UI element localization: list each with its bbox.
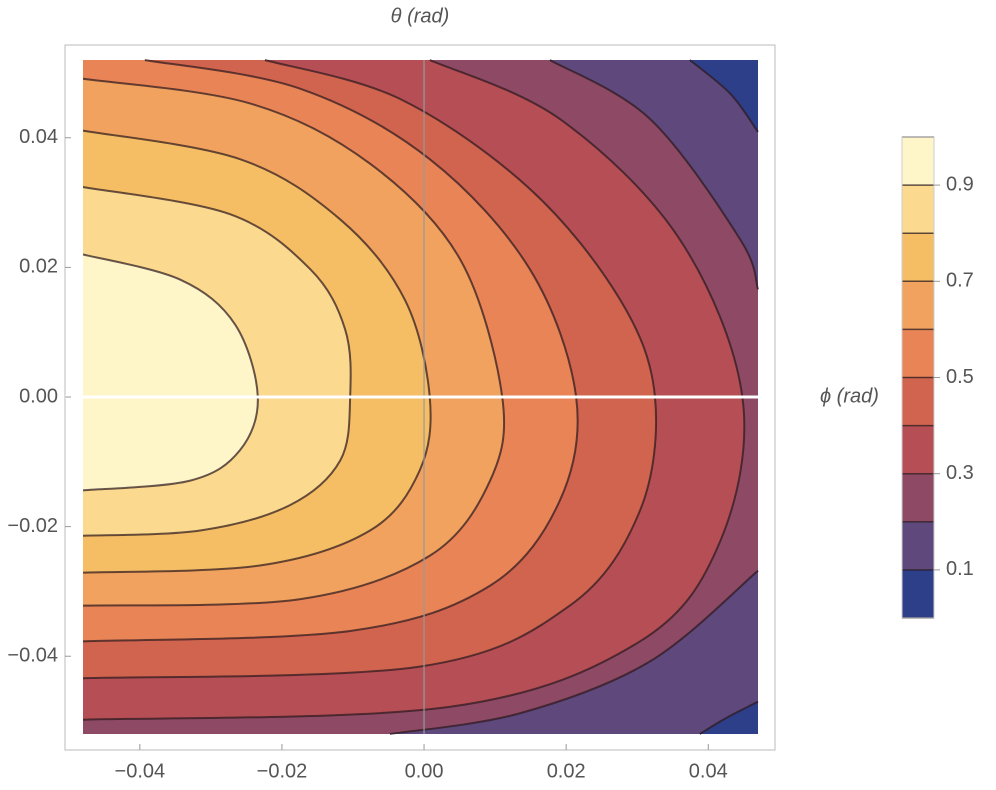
colorbar-tick-label: 0.9: [946, 173, 974, 195]
y-axis-label: θ (rad): [391, 5, 450, 27]
y-tick-label: 0.00: [19, 385, 58, 407]
colorbar-band: [902, 569, 934, 618]
colorbar-band: [902, 473, 934, 522]
colorbar-tick-label: 0.1: [946, 558, 974, 580]
colorbar-band: [902, 329, 934, 378]
contour-line: [699, 700, 759, 735]
colorbar-tick-label: 0.5: [946, 366, 974, 388]
colorbar-band: [902, 425, 934, 474]
colorbar-band: [902, 281, 934, 330]
colorbar-tick-label: 0.7: [946, 270, 974, 292]
contour-line: [549, 59, 759, 290]
x-axis-label: ϕ (rad): [820, 385, 879, 407]
y-tick-label: 0.02: [19, 256, 58, 278]
contour-region: [83, 254, 258, 491]
colorbar-tick-label: 0.3: [946, 462, 974, 484]
colorbar-band: [902, 521, 934, 570]
colorbar-band: [902, 137, 934, 186]
colorbar-band: [902, 185, 934, 234]
x-tick-label: 0.00: [405, 760, 444, 782]
x-tick-label: −0.04: [115, 760, 166, 782]
y-tick-label: 0.04: [19, 126, 58, 148]
colorbar-band: [902, 233, 934, 282]
contour-line: [689, 59, 759, 133]
x-tick-label: −0.02: [257, 760, 308, 782]
y-tick-label: −0.04: [7, 645, 58, 667]
contour-line: [82, 59, 746, 721]
x-tick-label: 0.04: [689, 760, 728, 782]
colorbar-band: [902, 377, 934, 426]
contour-line: [82, 59, 658, 680]
y-tick-label: −0.02: [7, 515, 58, 537]
x-tick-label: 0.02: [547, 760, 586, 782]
contour-line: [389, 569, 759, 735]
contour-line: [82, 77, 506, 607]
